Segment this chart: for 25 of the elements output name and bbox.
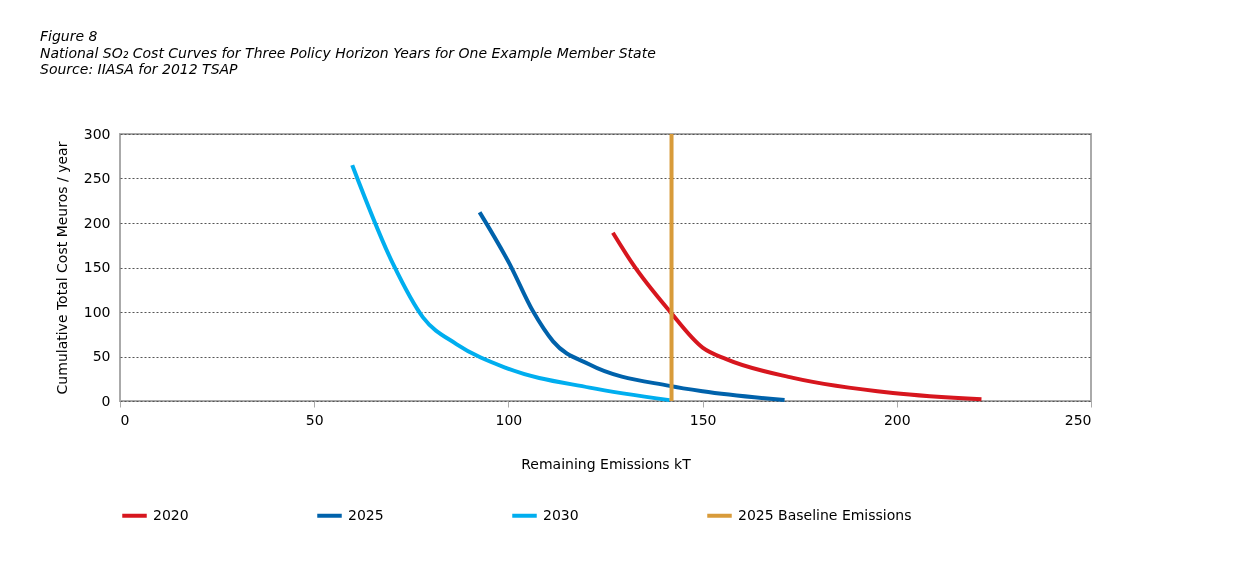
y-tick-label: 250 (83, 170, 111, 186)
x-tick-label: 50 (305, 411, 324, 428)
x-axis-title: Remaining Emissions kT (521, 455, 692, 472)
line-series (477, 210, 787, 403)
source-note: Source: IIASA for 2012 TSAP (40, 61, 239, 77)
legend-label: 2025 Baseline Emissions (738, 506, 912, 523)
y-tick-label: 0 (101, 392, 111, 409)
chart-title: Figure 8 (40, 28, 98, 44)
legend-label: 2020 (153, 506, 189, 523)
x-tick-label: 250 (1064, 411, 1092, 428)
x-tick-label: 100 (495, 411, 523, 428)
y-tick-label: 150 (83, 259, 111, 275)
y-axis-title: Cumulative Total Cost Meuros / year (53, 141, 70, 395)
chart-subtitle: National SO₂ Cost Curves for Three Policy Horizon Years for One Example Member State (40, 45, 656, 61)
y-tick-label: 100 (83, 303, 111, 320)
line-series (350, 163, 672, 403)
y-tick-label: 300 (83, 125, 111, 142)
y-tick-label: 200 (83, 214, 111, 231)
y-tick-label: 50 (92, 348, 111, 364)
legend-label: 2030 (543, 506, 579, 523)
x-tick-label: 150 (689, 411, 717, 428)
legend-label: 2025 (348, 506, 384, 523)
x-tick-label: 0 (120, 411, 130, 428)
line-series (610, 230, 984, 402)
x-tick-label: 200 (883, 411, 911, 428)
